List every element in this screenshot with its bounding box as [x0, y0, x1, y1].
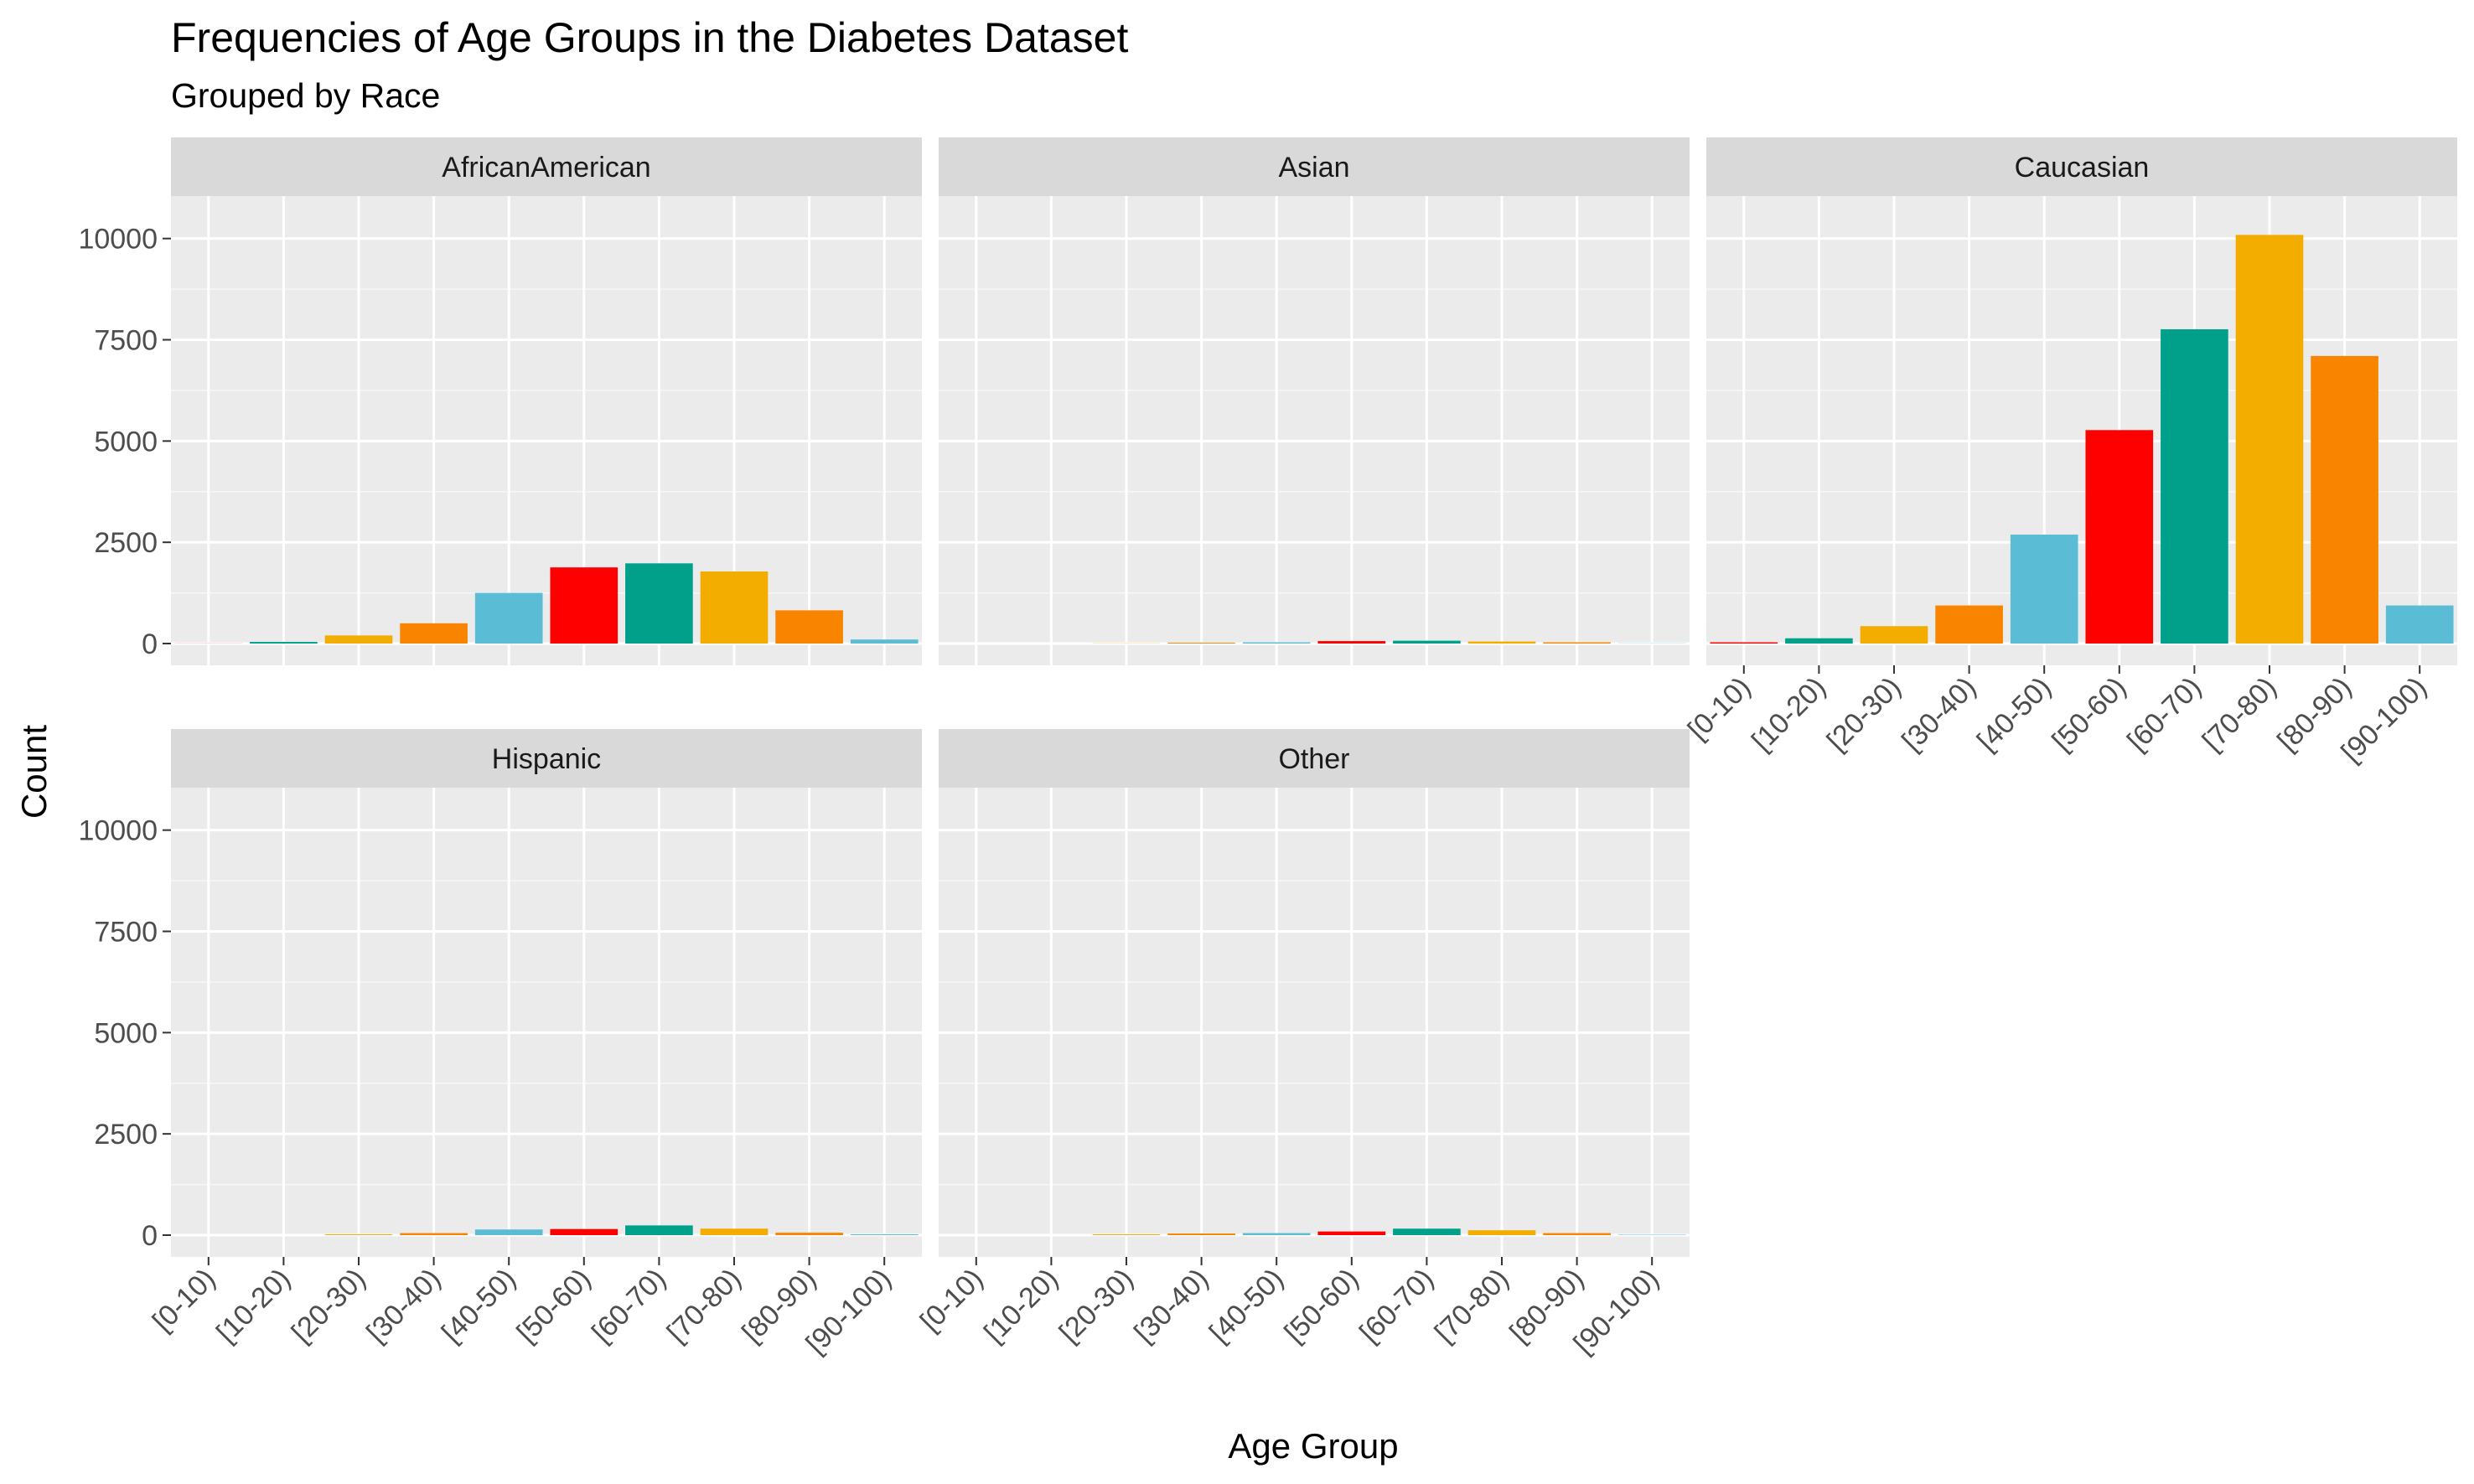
x-tick-label: [10-20)	[978, 1263, 1064, 1349]
strip-AfricanAmerican	[171, 137, 922, 196]
bar-Caucasian-[30-40)	[1935, 605, 2003, 644]
panel-AfricanAmerican: AfricanAmerican 0 2500 5000 7500 10000	[78, 137, 922, 665]
y-tick-label: 7500	[94, 325, 158, 357]
x-tick-label: [30-40)	[1896, 671, 1982, 758]
x-tick-label: [40-50)	[1203, 1263, 1290, 1349]
x-tick-label: [40-50)	[436, 1263, 522, 1349]
strip-label: AfricanAmerican	[442, 152, 650, 184]
bar-Asian-[30-40)	[1167, 643, 1235, 644]
x-tick-label: [40-50)	[1971, 671, 2057, 758]
y-tick-label: 5000	[94, 426, 158, 458]
panel-Caucasian: Caucasian[0-10)[10-20)[20-30)[30-40)[40-…	[1682, 137, 2457, 768]
bar-Other-[50-60)	[1317, 1231, 1386, 1235]
x-tick-label: [60-70)	[2121, 671, 2207, 758]
y-tick-label: 10000	[78, 224, 158, 256]
bar-Other-[40-50)	[1242, 1233, 1311, 1235]
panel-Hispanic: Hispanic025005000750010000[0-10)[10-20)[…	[78, 729, 922, 1360]
bar-Hispanic-[30-40)	[400, 1233, 468, 1235]
bar-Caucasian-[70-80)	[2235, 235, 2304, 644]
panel-Asian: Asian	[939, 137, 1690, 665]
bar-Asian-[50-60)	[1317, 641, 1386, 644]
bar-AfricanAmerican-[70-80)	[700, 571, 769, 644]
bar-Hispanic-[60-70)	[625, 1225, 693, 1235]
x-tick-label: [10-20)	[210, 1263, 297, 1349]
x-tick-label: [90-100)	[1567, 1263, 1664, 1360]
y-tick-label: 2500	[94, 527, 158, 559]
bar-AfricanAmerican-[30-40)	[400, 623, 468, 644]
bar-Caucasian-[60-70)	[2161, 328, 2228, 644]
bar-AfricanAmerican-[50-60)	[550, 567, 618, 644]
chart-title: Frequencies of Age Groups in the Diabete…	[171, 14, 1128, 61]
bar-Other-[70-80)	[1467, 1230, 1536, 1235]
y-tick-label: 5000	[94, 1017, 158, 1049]
x-tick-label: [60-70)	[586, 1263, 672, 1349]
x-tick-label: [10-20)	[1746, 671, 1832, 758]
strip-Hispanic	[171, 729, 922, 788]
strip-label: Hispanic	[492, 743, 601, 775]
bar-Caucasian-[40-50)	[2010, 534, 2078, 644]
strip-Caucasian	[1706, 137, 2457, 196]
panel-Other: Other[0-10)[10-20)[20-30)[30-40)[40-50)[…	[914, 729, 1690, 1360]
y-axis-title: Count	[14, 725, 54, 819]
bar-AfricanAmerican-[90-100)	[850, 639, 919, 644]
x-tick-label: [30-40)	[360, 1263, 447, 1349]
x-tick-label: [20-30)	[286, 1263, 372, 1349]
x-tick-label: [70-80)	[1429, 1263, 1515, 1349]
x-tick-label: [70-80)	[661, 1263, 748, 1349]
bar-Caucasian-[10-20)	[1785, 638, 1853, 644]
strip-label: Other	[1278, 743, 1349, 775]
bar-Hispanic-[80-90)	[775, 1233, 843, 1235]
x-tick-label: [20-30)	[1053, 1263, 1140, 1349]
bar-Other-[60-70)	[1393, 1228, 1461, 1235]
x-tick-label: [30-40)	[1128, 1263, 1214, 1349]
bar-Caucasian-[90-100)	[2385, 605, 2454, 644]
bar-AfricanAmerican-[40-50)	[474, 592, 543, 644]
x-tick-label: [50-60)	[510, 1263, 597, 1349]
chart-subtitle: Grouped by Race	[171, 76, 440, 115]
bar-Caucasian-[0-10)	[1710, 642, 1778, 644]
x-axis-title: Age Group	[1228, 1426, 1398, 1466]
bar-Asian-[40-50)	[1242, 642, 1311, 644]
y-tick-label: 7500	[94, 917, 158, 949]
y-tick-label: 10000	[78, 815, 158, 847]
y-tick-label: 0	[142, 1220, 158, 1252]
x-tick-label: [50-60)	[1278, 1263, 1364, 1349]
bar-Other-[80-90)	[1543, 1233, 1611, 1235]
bar-Hispanic-[20-30)	[324, 1234, 393, 1235]
bar-AfricanAmerican-[20-30)	[324, 635, 393, 644]
panel-background	[171, 196, 922, 665]
bar-Other-[30-40)	[1167, 1233, 1235, 1235]
bar-Asian-[70-80)	[1467, 641, 1536, 644]
strip-Other	[939, 729, 1690, 788]
panels-layer: AfricanAmerican 0 2500 5000 7500 10000 Asian Ca…	[78, 137, 2457, 1360]
bar-Hispanic-[90-100)	[850, 1234, 919, 1235]
bar-Caucasian-[50-60)	[2085, 430, 2154, 644]
panel-background	[939, 788, 1690, 1257]
bar-Caucasian-[80-90)	[2311, 355, 2378, 644]
panel-background	[171, 788, 922, 1257]
x-tick-label: [50-60)	[2046, 671, 2132, 758]
x-tick-label: [90-100)	[800, 1263, 897, 1360]
bar-Asian-[80-90)	[1543, 642, 1611, 644]
y-tick-label: 2500	[94, 1119, 158, 1150]
bar-AfricanAmerican-[80-90)	[775, 610, 843, 644]
bar-Asian-[60-70)	[1393, 640, 1461, 644]
x-tick-label: [70-80)	[2197, 671, 2283, 758]
bar-Hispanic-[70-80)	[700, 1228, 769, 1235]
x-tick-label: [20-30)	[1821, 671, 1907, 758]
bar-Hispanic-[40-50)	[474, 1229, 543, 1235]
strip-label: Caucasian	[2015, 152, 2150, 184]
bar-AfricanAmerican-[10-20)	[250, 642, 318, 644]
bar-Other-[20-30)	[1092, 1234, 1161, 1235]
strip-Asian	[939, 137, 1690, 196]
bar-AfricanAmerican-[60-70)	[625, 563, 693, 644]
x-tick-label: [90-100)	[2335, 671, 2432, 768]
x-tick-label: [60-70)	[1353, 1263, 1440, 1349]
y-tick-label: 0	[142, 628, 158, 660]
bar-Caucasian-[20-30)	[1860, 626, 1928, 644]
bar-Hispanic-[50-60)	[550, 1228, 618, 1235]
strip-label: Asian	[1278, 152, 1349, 184]
panel-background	[939, 196, 1690, 665]
